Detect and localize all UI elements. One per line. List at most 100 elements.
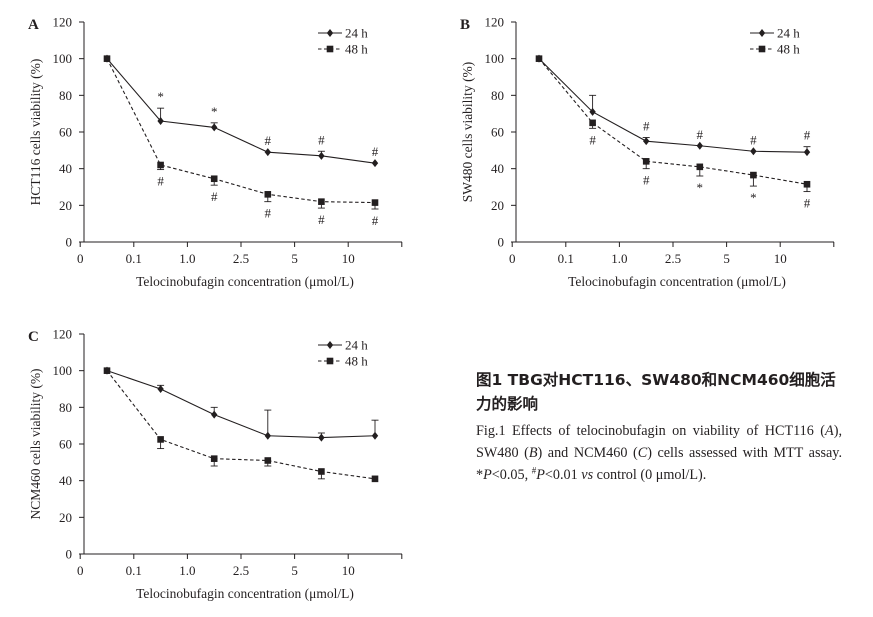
data-point-square [535, 55, 543, 62]
x-tick-label: 5 [291, 251, 298, 266]
series-line-48h [106, 58, 376, 204]
x-tick-label: 10 [774, 251, 787, 266]
panel-label: A [28, 17, 39, 33]
y-tick-label: 100 [53, 363, 73, 378]
data-point-diamond [211, 410, 218, 419]
x-tick-label: 5 [723, 251, 730, 266]
significance-mark: # [643, 119, 650, 134]
data-point-diamond [371, 159, 379, 168]
caption-title-cn: 图1 TBG对HCT116、SW480和NCM460细胞活力的影响 [476, 371, 836, 413]
series-line-24h [106, 58, 376, 164]
data-point-diamond [803, 148, 811, 157]
x-tick-label: 0 [77, 251, 84, 266]
x-axis-title: Telocinobufagin concentration (μmol/L) [136, 586, 354, 601]
x-tick-label: 0 [77, 563, 84, 578]
y-tick-label: 80 [59, 88, 72, 103]
y-tick-label: 80 [59, 400, 72, 415]
y-tick-label: 100 [53, 51, 73, 66]
data-point-diamond [643, 137, 650, 146]
y-axis-title: SW480 cells viability (%) [460, 62, 475, 203]
x-tick-label: 10 [342, 251, 355, 266]
panel-c: C 0 20 40 60 80 100 120 0 0.1 1.0 2.5 5 10 Telocinobuf… [0, 312, 432, 617]
y-tick-label: 40 [491, 161, 504, 176]
data-point-diamond [750, 147, 757, 156]
x-tick-label: 2.5 [665, 251, 681, 266]
y-axis-title: HCT116 cells viability (%) [28, 59, 43, 206]
x-tick-label: 0.1 [126, 251, 142, 266]
significance-mark: # [589, 132, 596, 147]
y-tick-label: 40 [59, 161, 72, 176]
data-point-square [642, 158, 650, 165]
data-point-square [157, 436, 164, 443]
y-axis-title: NCM460 cells viability (%) [28, 368, 43, 519]
series-line-24h [106, 370, 376, 439]
legend-marker-square [326, 357, 334, 365]
chart-svg: C 0 20 40 60 80 100 120 0 0.1 1.0 2.5 5 10 Telocinobuf… [28, 327, 403, 601]
x-tick-label: 0 [509, 251, 516, 266]
x-tick-label: 5 [291, 563, 298, 578]
significance-mark: # [318, 132, 325, 147]
x-tick-label: 1.0 [179, 251, 195, 266]
significance-mark: # [157, 174, 164, 189]
data-point-diamond [264, 148, 271, 157]
x-axis-title: Telocinobufagin concentration (μmol/L) [136, 274, 354, 289]
series-line-24h [538, 58, 808, 153]
y-tick-label: 60 [491, 125, 504, 140]
data-point-diamond [264, 431, 271, 440]
significance-mark: # [318, 212, 325, 227]
x-tick-label: 0.1 [558, 251, 574, 266]
legend-marker-diamond [758, 29, 766, 37]
chart-svg: A 0 20 40 60 80 100 120 0 0.1 1.0 2.5 5 10 Telocinobuf… [28, 15, 403, 289]
significance-mark: # [643, 173, 650, 188]
data-point-square [264, 457, 272, 464]
y-tick-label: 20 [491, 198, 504, 213]
y-tick-label: 120 [53, 327, 73, 342]
x-tick-label: 0.1 [126, 563, 142, 578]
significance-mark: # [750, 132, 757, 147]
x-tick-label: 2.5 [233, 563, 249, 578]
data-point-square [803, 180, 811, 188]
significance-mark: * [697, 180, 704, 195]
significance-mark: # [804, 196, 811, 211]
y-tick-label: 120 [485, 15, 505, 30]
legend-marker-diamond [326, 341, 334, 349]
x-tick-label: 1.0 [611, 251, 627, 266]
legend-label: 24 h [345, 26, 368, 41]
data-point-square [318, 198, 325, 205]
data-point-square [750, 171, 757, 179]
data-point-diamond [696, 141, 703, 150]
data-point-square [264, 191, 272, 198]
data-point-diamond [157, 385, 164, 393]
significance-mark: * [157, 89, 164, 104]
panel-label: B [460, 17, 470, 33]
caption-text-en: Fig.1 Effects of telocinobufagin on viab… [476, 423, 843, 483]
series-line-48h [538, 58, 808, 185]
y-tick-label: 60 [59, 125, 72, 140]
x-axis-title: Telocinobufagin concentration (μmol/L) [568, 274, 786, 289]
y-tick-label: 20 [59, 510, 72, 525]
y-tick-label: 40 [59, 473, 72, 488]
legend-label: 48 h [345, 42, 368, 57]
data-point-square [103, 55, 111, 62]
y-tick-label: 0 [66, 235, 73, 250]
panel-label: C [28, 329, 39, 345]
data-point-square [371, 199, 379, 206]
y-tick-label: 20 [59, 198, 72, 213]
significance-mark: # [804, 128, 811, 143]
data-point-square [318, 468, 325, 475]
significance-mark: * [750, 190, 757, 205]
data-point-square [589, 119, 596, 127]
data-point-square [103, 367, 111, 374]
data-point-diamond [157, 117, 164, 125]
panel-a: A 0 20 40 60 80 100 120 0 0.1 1.0 2.5 5 10 Telocinobuf… [0, 0, 432, 305]
data-point-square [371, 475, 379, 483]
legend-label: 24 h [777, 26, 800, 41]
y-tick-label: 0 [498, 235, 505, 250]
chart-svg: B 0 20 40 60 80 100 120 0 0.1 1.0 2.5 5 10 Telocinobuf… [460, 15, 835, 289]
data-point-square [696, 163, 704, 171]
legend-marker-diamond [326, 29, 334, 37]
significance-mark: * [211, 104, 218, 119]
significance-mark: # [265, 206, 272, 221]
legend-label: 48 h [777, 42, 800, 57]
y-tick-label: 80 [491, 88, 504, 103]
